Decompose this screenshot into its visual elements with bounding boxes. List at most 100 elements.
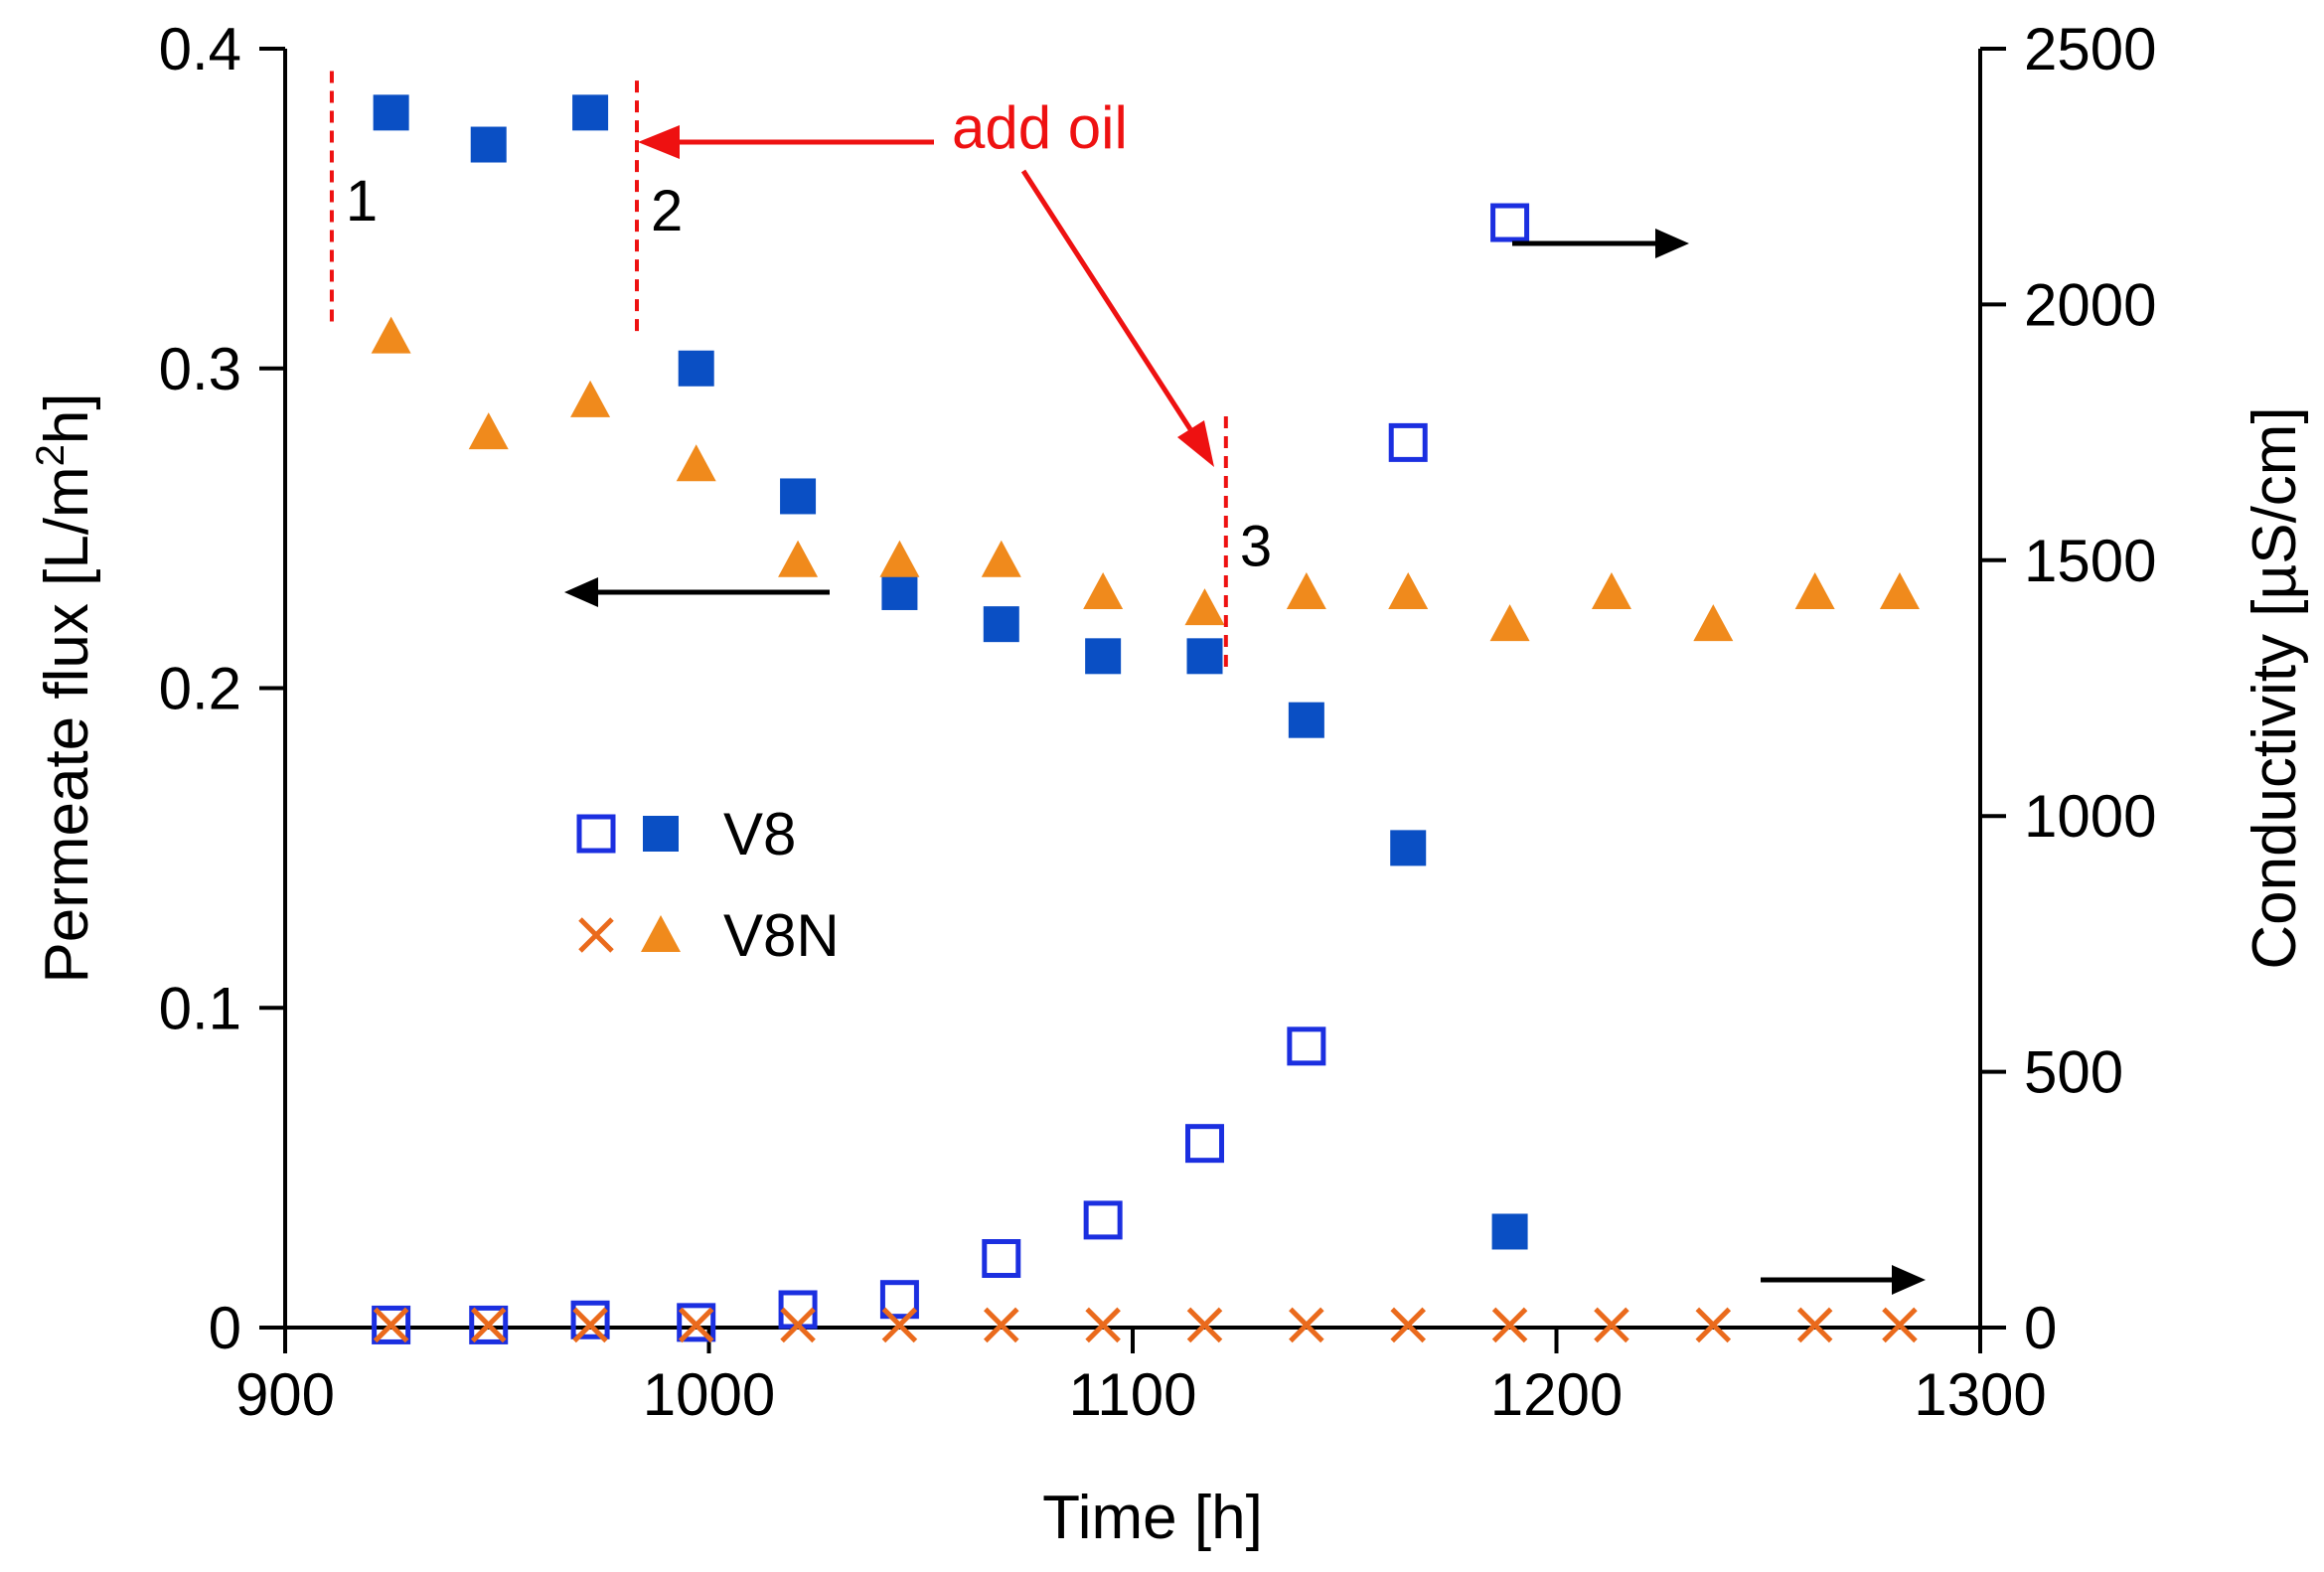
v8-left-filled-square-point <box>1390 830 1427 866</box>
v8n-right-x-point <box>1491 1307 1528 1343</box>
v8n-right-x-point-stroke-b <box>1695 1307 1732 1343</box>
v8n-left-filled-triangle-point <box>1184 588 1225 626</box>
x-axis-title: Time [h] <box>1042 1484 1263 1552</box>
v8n-right-x-point-stroke-b <box>1796 1307 1833 1343</box>
event-label-1: 1 <box>346 169 378 234</box>
v8n-right-x-point-stroke-b <box>1186 1307 1223 1343</box>
v8n-right-x-point-stroke-b <box>1289 1307 1324 1343</box>
v8n-right-x-point-stroke-b <box>881 1307 918 1343</box>
y-left-tick-label: 0.1 <box>159 975 241 1041</box>
v8n-left-filled-triangle-point <box>1591 571 1631 609</box>
v8n-right-x-point <box>678 1307 714 1343</box>
v8n-right-x-point <box>780 1307 816 1343</box>
v8-left-filled-square-point <box>373 94 409 131</box>
v8n-right-x-point-stroke-b <box>373 1307 409 1343</box>
v8n-right-x-point-stroke-b <box>1882 1307 1918 1343</box>
annotations: add oil <box>564 94 1926 1295</box>
v8-left-filled-square-point <box>881 573 918 610</box>
y-right-tick-label: 2500 <box>2024 16 2156 82</box>
legend-label-v8n: V8N <box>723 902 840 969</box>
legend-v8-filled-marker <box>643 816 679 852</box>
y-left-tick-label: 0.3 <box>159 336 241 402</box>
v8n-right-x-point <box>984 1307 1019 1343</box>
v8n-right-x-point-stroke-b <box>1085 1307 1121 1343</box>
x-tick-label: 1100 <box>1068 1361 1196 1428</box>
legend-v8n-filled-marker <box>641 915 681 952</box>
v8n-right-x-point <box>1289 1307 1324 1343</box>
v8-left-filled-square-point <box>1491 1213 1528 1250</box>
v8-right-open-square-point <box>879 1280 919 1320</box>
add-oil-arrow-3-head <box>1177 420 1214 467</box>
v8n-right-x-point <box>373 1307 409 1343</box>
x-tick-label: 900 <box>235 1361 335 1428</box>
x-tick-label: 1000 <box>643 1361 775 1428</box>
v8n-left-filled-triangle-point <box>676 444 716 482</box>
v8n-right-x-point <box>1085 1307 1121 1343</box>
v8n-left-filled-triangle-point <box>1286 571 1326 609</box>
v8n-left-filled-triangle-point <box>371 316 411 354</box>
v8n-left-filled-triangle-point <box>981 540 1021 577</box>
v8-right-open-square-point <box>1083 1200 1123 1240</box>
v8n-right-x-point <box>1594 1307 1629 1343</box>
y-left-tick-label: 0.2 <box>159 656 241 722</box>
v8-left-filled-square-point <box>983 606 1019 643</box>
v8n-right-x-point-stroke-b <box>1594 1307 1629 1343</box>
y-right-tick-label: 2000 <box>2024 271 2156 338</box>
v8n-right-x-point-stroke-b <box>780 1307 816 1343</box>
right-axis-arrow-upper <box>1512 229 1689 258</box>
v8n-right-x-point <box>470 1307 507 1343</box>
v8-right-open-square-point <box>677 1303 716 1342</box>
v8n-right-x-point-stroke-b <box>984 1307 1019 1343</box>
v8n-right-x-point <box>881 1307 918 1343</box>
v8n-right-x-point <box>1186 1307 1223 1343</box>
y-right-tick-label: 1500 <box>2024 528 2156 594</box>
v8-right-open-square-point <box>1287 1026 1326 1066</box>
add-oil-arrow-2-head <box>638 125 680 159</box>
y-left-axis-title: Permeate flux [L/m2h] <box>29 393 101 983</box>
v8-right-open-square-point <box>1490 203 1530 242</box>
v8n-right-x-point <box>572 1307 608 1343</box>
legend-v8n-open-marker <box>578 917 614 953</box>
x-tick-label: 1300 <box>1914 1361 2046 1428</box>
legend-v8-open-marker <box>576 814 616 854</box>
v8-left-filled-square-point <box>780 478 817 515</box>
add-oil-arrow-3-shaft <box>1020 169 1193 431</box>
y-right-axis-title: Conductivity [µS/cm] <box>2241 406 2309 969</box>
v8-right-open-square-point <box>982 1239 1021 1279</box>
v8n-left-filled-triangle-point <box>1489 604 1530 642</box>
legend-label-v8: V8 <box>723 801 796 867</box>
v8-right-open-square-point <box>1185 1124 1225 1164</box>
right-axis-arrow-lower-head <box>1892 1265 1926 1295</box>
v8n-left-filled-triangle-point <box>1083 571 1124 609</box>
v8n-right-x-point <box>1695 1307 1732 1343</box>
v8-left-filled-square-point <box>1085 638 1122 675</box>
v8-right-open-square-point <box>778 1290 818 1330</box>
v8n-left-filled-triangle-point <box>778 540 819 577</box>
v8n-right-x-point <box>1882 1307 1918 1343</box>
v8n-right-x-point-stroke-b <box>1390 1307 1426 1343</box>
y-left-tick-label: 0 <box>209 1295 241 1361</box>
axes: 900 1000 1100 1200 130000.10.20.30.405001000… <box>29 16 2309 1552</box>
v8n-right-x-point-stroke-b <box>572 1307 608 1343</box>
legend: V8 V8N <box>576 801 840 969</box>
y-right-tick-label: 1000 <box>2024 783 2156 850</box>
y-right-tick-label: 500 <box>2024 1039 2123 1106</box>
v8n-right-x-point-stroke-b <box>678 1307 714 1343</box>
left-axis-arrow <box>564 577 830 607</box>
x-tick-label: 1200 <box>1490 1361 1623 1428</box>
v8-right-open-square-point <box>469 1305 509 1344</box>
v8n-left-filled-triangle-point <box>1879 571 1920 609</box>
v8n-left-filled-triangle-point <box>1693 604 1734 642</box>
v8-left-filled-square-point <box>678 350 714 387</box>
v8-right-open-square-point <box>1388 422 1428 462</box>
v8-right-open-square-point <box>570 1300 610 1339</box>
v8n-right-x-point-stroke-b <box>470 1307 507 1343</box>
event-label-3: 3 <box>1240 515 1272 579</box>
v8n-left-filled-triangle-point <box>570 380 611 417</box>
annotation-add-oil: add oil <box>952 94 1128 161</box>
v8-left-filled-square-point <box>470 126 507 163</box>
v8n-left-filled-triangle-point <box>879 540 920 577</box>
v8n-left-filled-triangle-point <box>1388 571 1429 609</box>
v8n-left-filled-triangle-point <box>1794 571 1835 609</box>
